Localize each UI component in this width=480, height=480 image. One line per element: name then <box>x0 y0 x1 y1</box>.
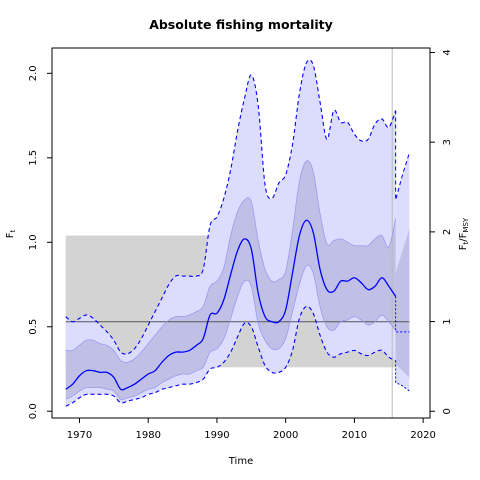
y-tick-label: 0.0 <box>28 403 39 419</box>
plot-frame <box>51 47 431 419</box>
y-right-tick-label: 2 <box>442 229 453 235</box>
chart-title: Absolute fishing mortality <box>149 17 333 32</box>
x-tick-label: 2010 <box>342 430 367 441</box>
forecast-inner-ci-band <box>395 228 410 378</box>
y-axis-right-label-sub2: MSY <box>462 217 470 232</box>
x-axis: 1970 1980 1990 2000 2010 2020 <box>67 418 436 441</box>
x-tick-label: 1990 <box>204 430 229 441</box>
y-axis-left-label-main: F <box>5 232 16 238</box>
y-right-tick-label: 3 <box>442 139 453 145</box>
outer-ci-band <box>65 59 396 407</box>
y-axis-right-label-main: F <box>458 244 469 250</box>
y-right-tick-label: 4 <box>442 49 453 55</box>
inner-ci-lower-line <box>65 264 396 401</box>
y-axis-left-label: Ft <box>5 229 17 238</box>
y-tick-label: 2.0 <box>28 65 39 81</box>
y-axis-left: 0.0 0.5 1.0 1.5 2.0 <box>28 65 52 419</box>
x-axis-label: Time <box>228 456 253 467</box>
y-axis-right-label: Ft/FMSY <box>458 217 470 250</box>
y-right-tick-label: 1 <box>442 318 453 324</box>
y-axis-right-label-sub: t <box>462 241 470 244</box>
x-tick-label: 1980 <box>135 430 160 441</box>
y-right-tick-label: 0 <box>442 408 453 414</box>
forecast-lower-ci-line <box>395 360 410 392</box>
estimate-line <box>65 219 397 391</box>
inner-ci-band <box>65 160 396 400</box>
x-tick-label: 2000 <box>273 430 298 441</box>
y-axis-left-label-sub: t <box>9 229 17 232</box>
y-tick-label: 1.5 <box>28 150 39 166</box>
lower-ci-line <box>65 305 396 407</box>
y-tick-label: 0.5 <box>28 319 39 335</box>
y-axis-right-label-main2: F <box>458 232 469 238</box>
y-axis-right: 0 1 2 3 4 <box>430 49 453 414</box>
y-tick-label: 1.0 <box>28 234 39 250</box>
plot-area <box>65 48 410 418</box>
y-axis-right-label-slash: / <box>458 238 469 242</box>
forecast-estimate-line <box>395 296 410 333</box>
x-tick-label: 1970 <box>67 430 92 441</box>
x-tick-label: 2020 <box>410 430 435 441</box>
forecast-upper-ci-line <box>395 110 410 201</box>
inner-ci-upper-line <box>65 160 397 363</box>
